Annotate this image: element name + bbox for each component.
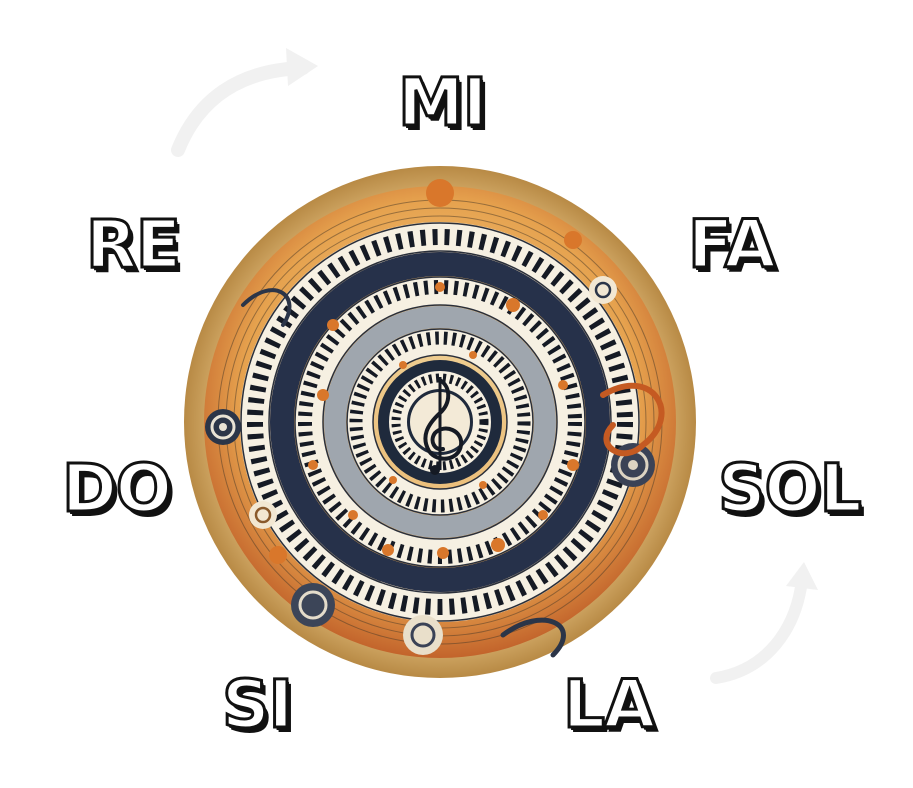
direction-arrow-icon: [171, 48, 318, 157]
treble-clef-icon: [423, 377, 464, 475]
grey-band: [324, 306, 556, 538]
note-label-mi: MI: [396, 64, 488, 141]
keyboard-ring: [347, 329, 533, 515]
decorative-swirls: [205, 276, 665, 658]
note-label-si: SI: [220, 666, 294, 743]
note-label-re: RE: [85, 206, 183, 283]
note-label-do: DO: [61, 450, 174, 527]
note-label-la: LA: [561, 666, 656, 743]
direction-arrow-icon: [710, 562, 818, 684]
note-label-sol: SOL: [717, 450, 864, 527]
navy-band: [270, 252, 610, 592]
note-label-fa: FA: [687, 206, 778, 283]
piano-spiral-wheel: [184, 166, 696, 678]
note-dots: [269, 179, 582, 564]
